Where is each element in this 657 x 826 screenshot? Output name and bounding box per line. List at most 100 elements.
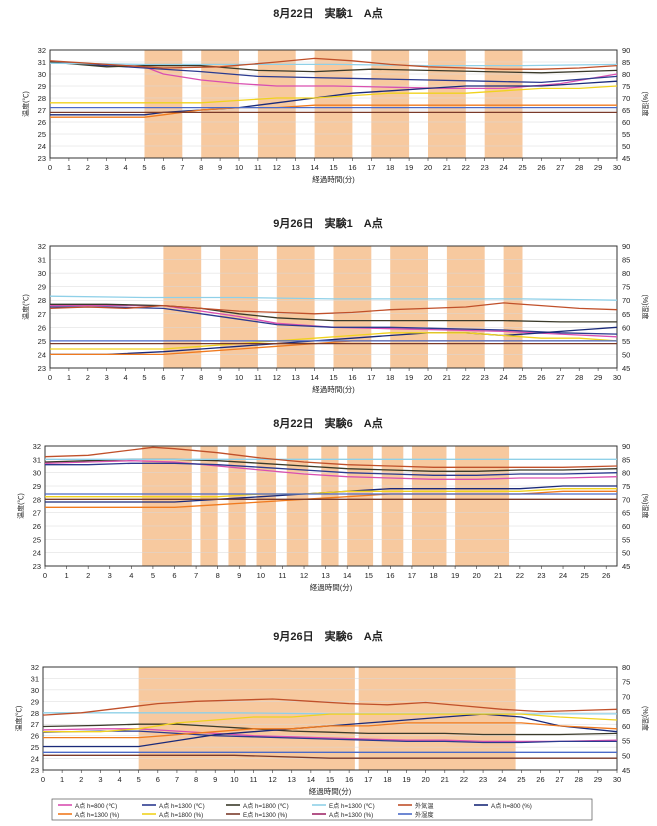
- y-left-tick: 30: [38, 269, 46, 278]
- legend-label: A点 h=1300 (℃): [159, 802, 205, 810]
- shaded-interval: [333, 246, 372, 368]
- x-tick: 22: [462, 373, 470, 382]
- x-tick: 19: [402, 775, 410, 784]
- y-right-tick: 80: [622, 469, 630, 478]
- y-right-tick: 75: [622, 283, 630, 292]
- x-tick: 29: [594, 163, 602, 172]
- y-right-tick: 70: [622, 495, 630, 504]
- x-tick: 2: [79, 775, 83, 784]
- x-tick: 15: [329, 163, 337, 172]
- y-right-tick: 55: [622, 130, 630, 139]
- x-tick: 16: [348, 373, 356, 382]
- shaded-interval: [371, 50, 410, 158]
- y-right-tick: 60: [622, 722, 630, 731]
- x-tick: 7: [194, 571, 198, 580]
- y-right-tick: 70: [622, 692, 630, 701]
- x-tick: 30: [613, 775, 621, 784]
- y-left-label: 温度(℃): [14, 706, 23, 732]
- x-tick: 5: [137, 775, 141, 784]
- x-tick: 29: [594, 775, 602, 784]
- series-line: [50, 303, 617, 323]
- x-tick: 4: [129, 571, 133, 580]
- y-right-tick: 45: [622, 154, 630, 163]
- x-tick: 24: [499, 373, 507, 382]
- x-tick: 6: [161, 373, 165, 382]
- x-tick: 20: [424, 163, 432, 172]
- y-right-tick: 80: [622, 70, 630, 79]
- y-right-tick: 70: [622, 296, 630, 305]
- x-tick: 16: [348, 163, 356, 172]
- y-left-tick: 27: [38, 106, 46, 115]
- y-right-tick: 60: [622, 118, 630, 127]
- x-tick: 4: [124, 163, 128, 172]
- x-tick: 13: [292, 163, 300, 172]
- x-tick: 7: [180, 373, 184, 382]
- x-axis-label: 経過時間(分): [310, 582, 353, 592]
- x-tick: 17: [367, 373, 375, 382]
- y-left-tick: 28: [31, 709, 39, 718]
- x-tick: 3: [105, 373, 109, 382]
- x-tick: 19: [405, 163, 413, 172]
- y-right-tick: 85: [622, 256, 630, 265]
- y-left-tick: 26: [38, 323, 46, 332]
- x-tick: 14: [307, 775, 315, 784]
- chart-title: 9月26日 実験1 A点: [273, 216, 382, 230]
- x-tick: 6: [156, 775, 160, 784]
- x-tick: 1: [67, 373, 71, 382]
- y-right-tick: 45: [622, 364, 630, 373]
- x-tick: 8: [216, 571, 220, 580]
- x-tick: 11: [279, 571, 287, 580]
- x-tick: 1: [67, 163, 71, 172]
- x-tick: 11: [250, 775, 258, 784]
- series-line: [43, 713, 618, 733]
- x-tick: 10: [257, 571, 265, 580]
- y-left-tick: 25: [33, 535, 41, 544]
- x-tick: 15: [329, 373, 337, 382]
- y-left-tick: 26: [33, 522, 41, 531]
- y-left-tick: 23: [38, 154, 46, 163]
- y-left-tick: 23: [31, 766, 39, 775]
- x-tick: 21: [443, 163, 451, 172]
- x-tick: 3: [98, 775, 102, 784]
- y-left-tick: 29: [38, 82, 46, 91]
- y-left-tick: 27: [38, 310, 46, 319]
- y-right-tick: 55: [622, 737, 630, 746]
- y-left-label: 温度(℃): [16, 493, 25, 519]
- y-right-tick: 50: [622, 549, 630, 558]
- y-left-tick: 31: [38, 256, 46, 265]
- x-tick: 9: [237, 571, 241, 580]
- series-line: [49, 295, 618, 301]
- x-tick: 25: [518, 163, 526, 172]
- x-tick: 29: [594, 373, 602, 382]
- legend-label: 外湿度: [415, 811, 434, 819]
- y-right-tick: 85: [622, 455, 630, 464]
- series-line: [42, 730, 617, 744]
- x-tick: 24: [499, 163, 507, 172]
- y-left-tick: 24: [38, 142, 46, 151]
- x-tick: 17: [364, 775, 372, 784]
- y-right-tick: 65: [622, 310, 630, 319]
- x-tick: 26: [602, 571, 610, 580]
- legend: A点 h=800 (℃) A点 h=1300 (℃) A点 h=1800 (℃) E点…: [51, 798, 593, 821]
- x-tick: 24: [559, 571, 567, 580]
- y-left-tick: 30: [31, 686, 39, 695]
- x-tick: 13: [292, 373, 300, 382]
- y-left-label: 温度(℃): [21, 294, 30, 320]
- y-right-tick: 90: [622, 442, 630, 451]
- y-right-tick: 80: [622, 663, 630, 672]
- chart-1: 8月22日 実験1 A点3231302928272625242390858075…: [21, 6, 650, 184]
- y-left-tick: 27: [31, 720, 39, 729]
- y-right-tick: 80: [622, 269, 630, 278]
- x-tick: 12: [273, 373, 281, 382]
- y-left-tick: 32: [33, 442, 41, 451]
- y-left-label: 温度(℃): [21, 91, 30, 117]
- series-line: [50, 306, 618, 335]
- y-right-tick: 50: [622, 751, 630, 760]
- y-right-tick: 60: [622, 522, 630, 531]
- legend-label: E点 h=1300 (%): [243, 811, 287, 819]
- y-left-tick: 28: [33, 495, 41, 504]
- chart-2: 9月26日 実験1 A点3231302928272625242390858075…: [21, 216, 650, 394]
- x-tick: 20: [424, 373, 432, 382]
- chart-3: 8月22日 実験6 A点3231302928272625242390858075…: [16, 416, 650, 592]
